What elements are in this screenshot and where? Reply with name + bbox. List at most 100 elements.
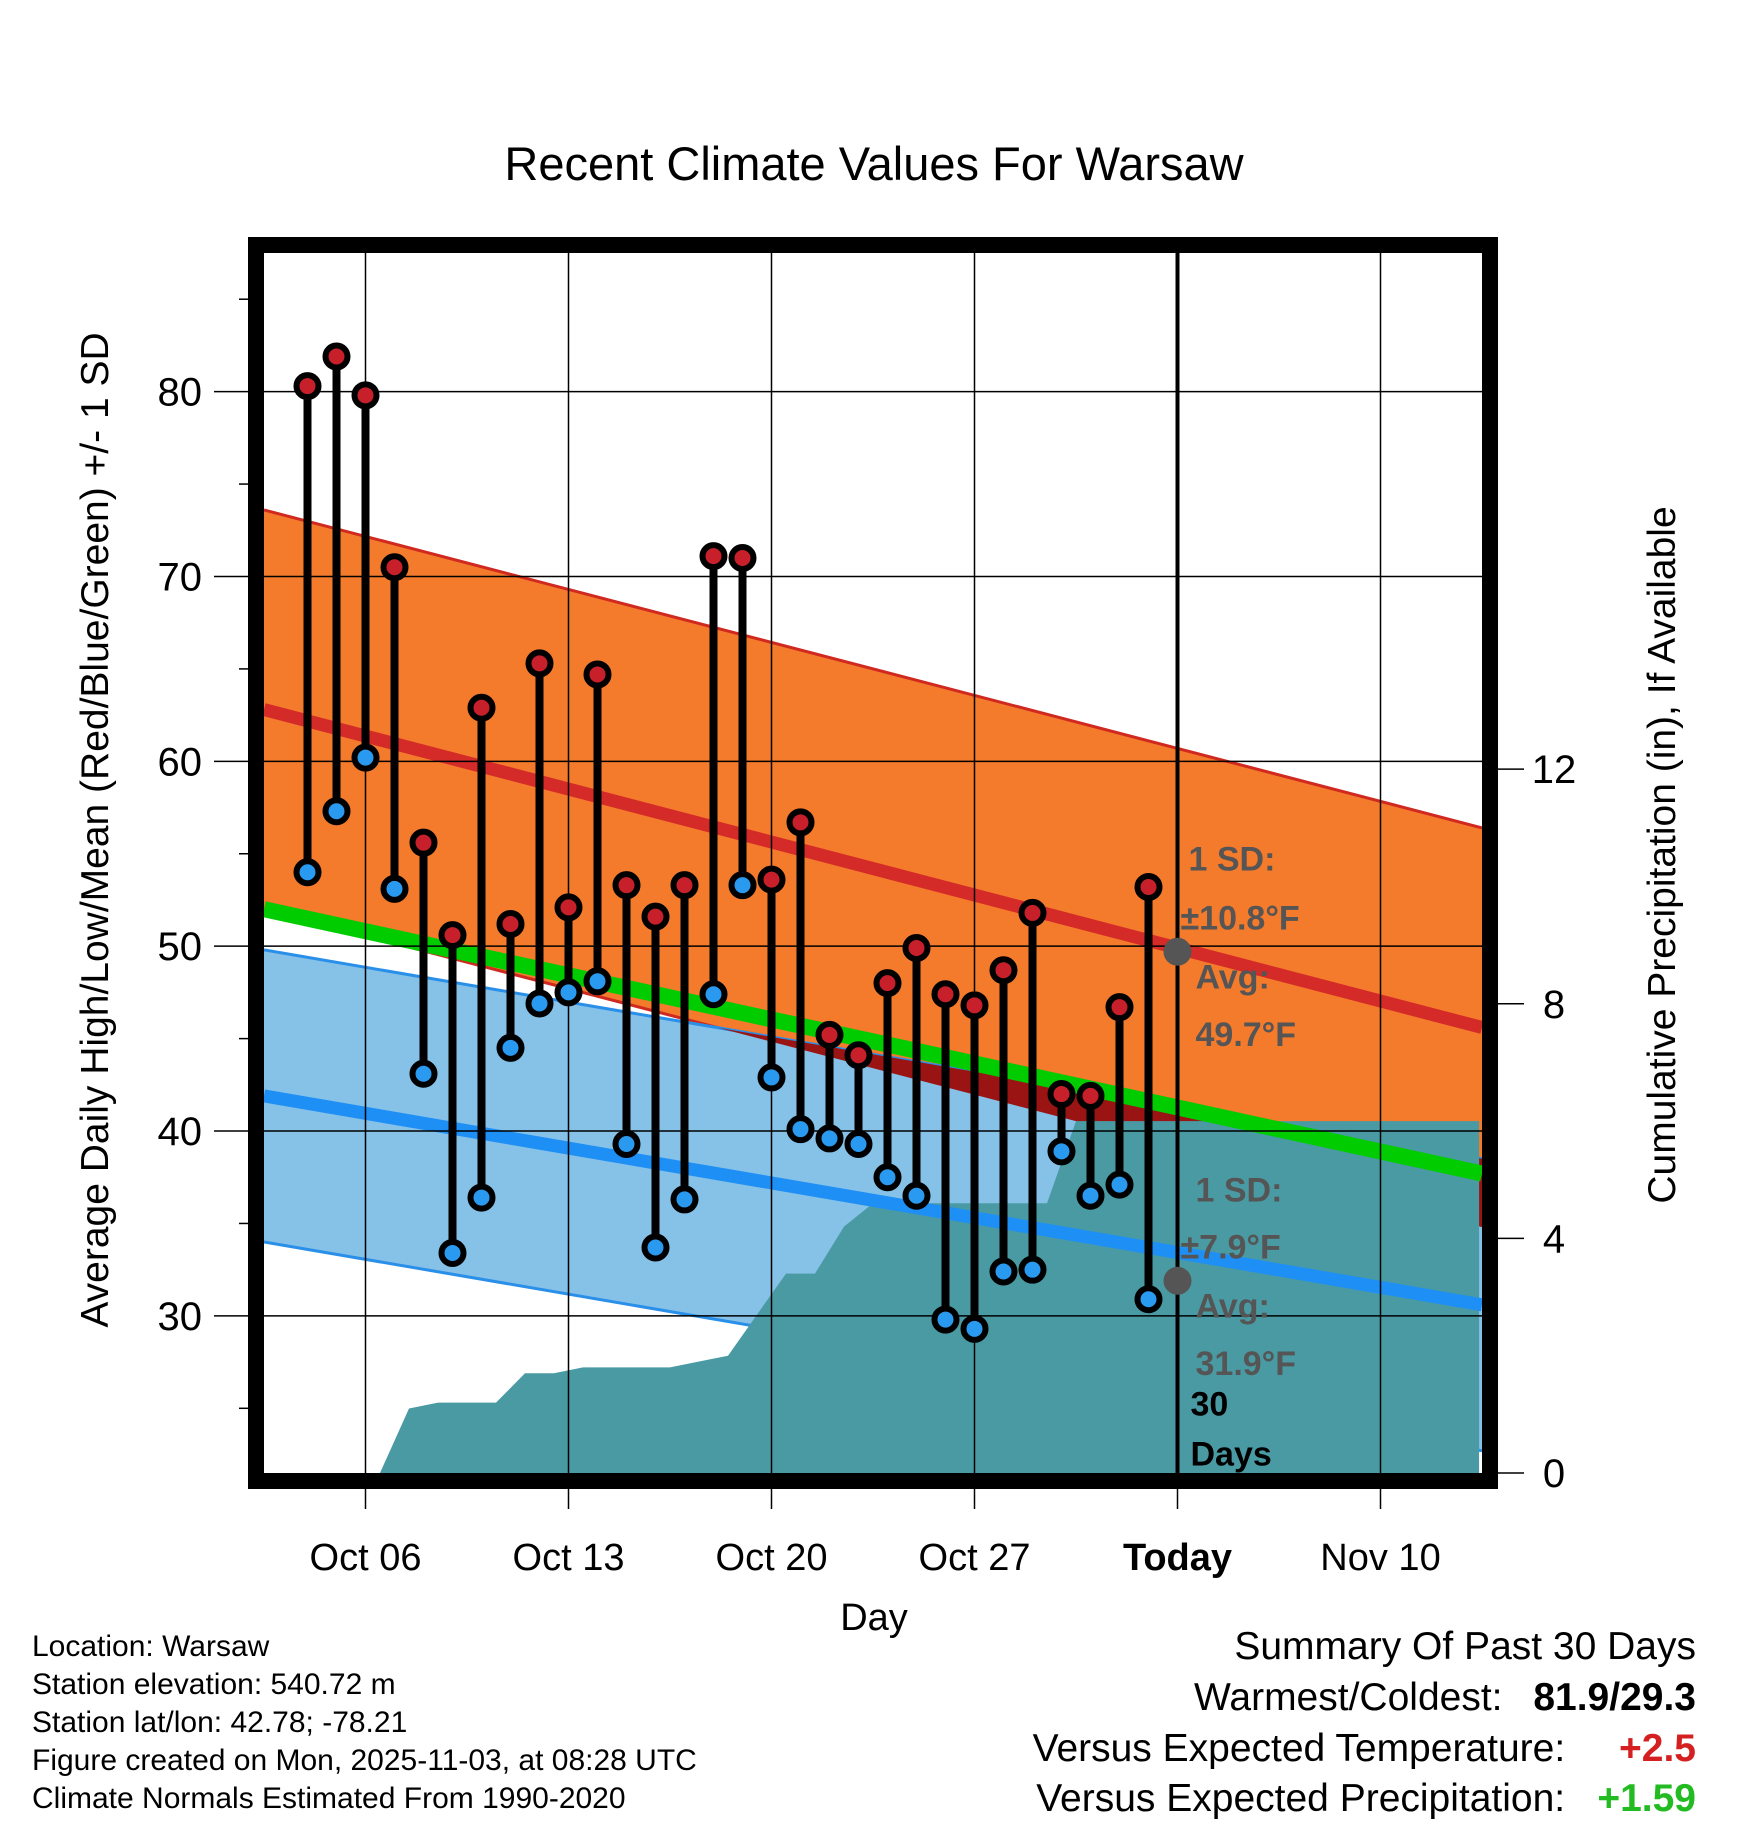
daily-high-point — [380, 553, 409, 582]
temp-departure-label: Versus Expected Temperature: — [1032, 1727, 1566, 1770]
daily-low-point — [380, 874, 409, 903]
high-avg-value: 49.7°F — [1196, 1016, 1297, 1054]
daily-high-point — [1018, 898, 1047, 927]
y-right-tick-label: 0 — [1543, 1452, 1565, 1496]
daily-low-point — [844, 1129, 873, 1158]
x-tick-label: Oct 06 — [310, 1537, 422, 1579]
low-avg-marker — [1163, 1266, 1192, 1295]
precip-departure-row: Versus Expected Precipitation: +1.59 — [1033, 1774, 1696, 1824]
daily-high-point — [670, 871, 699, 900]
low-sd-label: 1 SD: — [1196, 1171, 1283, 1209]
daily-high-point — [322, 342, 351, 371]
daily-high-point — [1076, 1081, 1105, 1110]
daily-high-point — [873, 969, 902, 998]
summary-title: Summary Of Past 30 Days — [1234, 1625, 1696, 1668]
daily-low-point — [757, 1063, 786, 1092]
x-tick-label: Today — [1123, 1537, 1232, 1579]
daily-high-point — [583, 660, 612, 689]
high-avg-marker — [1163, 937, 1192, 966]
daily-low-point — [1018, 1255, 1047, 1284]
precip-departure-value: +1.59 — [1597, 1777, 1696, 1820]
daily-low-point — [670, 1185, 699, 1214]
y-right-tick-label: 12 — [1532, 748, 1577, 792]
created-text: Figure created on Mon, 2025-11-03, at 08… — [32, 1744, 697, 1777]
mean-normal-line — [264, 901, 1482, 1182]
chart-title: Recent Climate Values For Warsaw — [504, 137, 1244, 190]
y-right-tick-label: 8 — [1543, 983, 1565, 1027]
daily-high-point — [496, 910, 525, 938]
daily-high-point — [554, 893, 583, 922]
elevation-text: Station elevation: 540.72 m — [32, 1668, 396, 1701]
x-tick-label: Nov 10 — [1320, 1537, 1440, 1579]
low-avg-value: 31.9°F — [1196, 1345, 1297, 1383]
high-sd-band-upper-edge — [264, 508, 1482, 830]
daily-high-point — [960, 991, 989, 1020]
daily-high-point — [699, 542, 728, 571]
daily-high-point — [1105, 993, 1134, 1022]
summary-panel: Summary Of Past 30 Days Warmest/Coldest:… — [1033, 1622, 1696, 1824]
warm-cold-row: Warmest/Coldest: 81.9/29.3 — [1033, 1672, 1696, 1724]
location-text: Location: Warsaw — [32, 1630, 270, 1663]
daily-low-point — [467, 1183, 496, 1212]
daily-high-point — [409, 828, 438, 857]
axes: 30 40 50 60 70 80 0 4 8 12 Oct 06 Oct 13 Oct 20 Oct 2… — [158, 237, 1577, 1579]
daily-low-point — [699, 980, 728, 1009]
temp-departure-value: +2.5 — [1619, 1727, 1696, 1770]
daily-low-point — [786, 1115, 815, 1144]
y-left-tick-label: 80 — [158, 371, 203, 415]
days-label: Days — [1191, 1436, 1272, 1474]
warm-cold-value: 81.9/29.3 — [1533, 1676, 1696, 1719]
daily-high-point — [1134, 873, 1163, 902]
daily-high-point — [525, 649, 554, 678]
daily-low-point — [351, 743, 380, 772]
days-count: 30 — [1191, 1386, 1229, 1424]
daily-low-point — [583, 967, 612, 996]
y-left-tick-label: 60 — [158, 740, 203, 784]
y-right-tick-label: 4 — [1543, 1217, 1565, 1261]
normals-text: Climate Normals Estimated From 1990-2020 — [32, 1782, 626, 1815]
precipitation-area — [356, 1121, 1480, 1473]
high-avg-label: Avg: — [1196, 959, 1270, 997]
daily-high-point — [931, 980, 960, 1009]
warm-cold-label: Warmest/Coldest: — [1194, 1676, 1503, 1719]
y-left-tick-label: 30 — [158, 1295, 203, 1339]
daily-low-point — [1105, 1170, 1134, 1199]
daily-high-point — [351, 381, 380, 410]
daily-low-point — [612, 1129, 641, 1158]
daily-low-point — [989, 1257, 1018, 1286]
precip-departure-label: Versus Expected Precipitation: — [1036, 1777, 1566, 1820]
x-axis-label: Day — [840, 1597, 908, 1639]
daily-low-point — [873, 1163, 902, 1192]
daily-high-point — [641, 902, 670, 931]
temp-departure-row: Versus Expected Temperature: +2.5 — [1033, 1724, 1696, 1774]
low-sd-value: ±7.9°F — [1181, 1229, 1281, 1267]
daily-low-point — [1047, 1137, 1076, 1166]
latlon-text: Station lat/lon: 42.78; -78.21 — [32, 1706, 408, 1739]
daily-low-point — [641, 1233, 670, 1262]
daily-low-point — [1134, 1285, 1163, 1314]
daily-low-point — [525, 989, 554, 1018]
daily-low-point — [409, 1059, 438, 1088]
y-axis-left-label: Average Daily High/Low/Mean (Red/Blue/Gr… — [74, 332, 117, 1327]
y-left-tick-label: 50 — [158, 925, 203, 969]
high-sd-value: ±10.8°F — [1181, 900, 1300, 938]
daily-high-point — [467, 693, 496, 722]
daily-high-point — [438, 921, 467, 950]
daily-low-point — [438, 1239, 467, 1268]
plot-area: 1 SD: ±10.8°F Avg: 49.7°F 1 SD: ±7.9°F Avg: 31.… — [264, 253, 1482, 1474]
daily-low-point — [554, 978, 583, 1007]
daily-low-point — [293, 858, 322, 887]
daily-high-point — [815, 1020, 844, 1049]
y-left-tick-label: 70 — [158, 555, 203, 599]
x-tick-label: Oct 13 — [513, 1537, 625, 1579]
daily-low-point — [728, 871, 757, 900]
x-tick-label: Oct 20 — [716, 1537, 828, 1579]
daily-high-point — [989, 956, 1018, 985]
daily-high-point — [902, 934, 931, 963]
station-metadata: Location: Warsaw Station elevation: 540.… — [32, 1628, 697, 1818]
daily-high-point — [612, 871, 641, 900]
high-normal-line — [264, 703, 1482, 1034]
daily-low-point — [902, 1181, 931, 1210]
daily-low-point — [1076, 1181, 1105, 1210]
